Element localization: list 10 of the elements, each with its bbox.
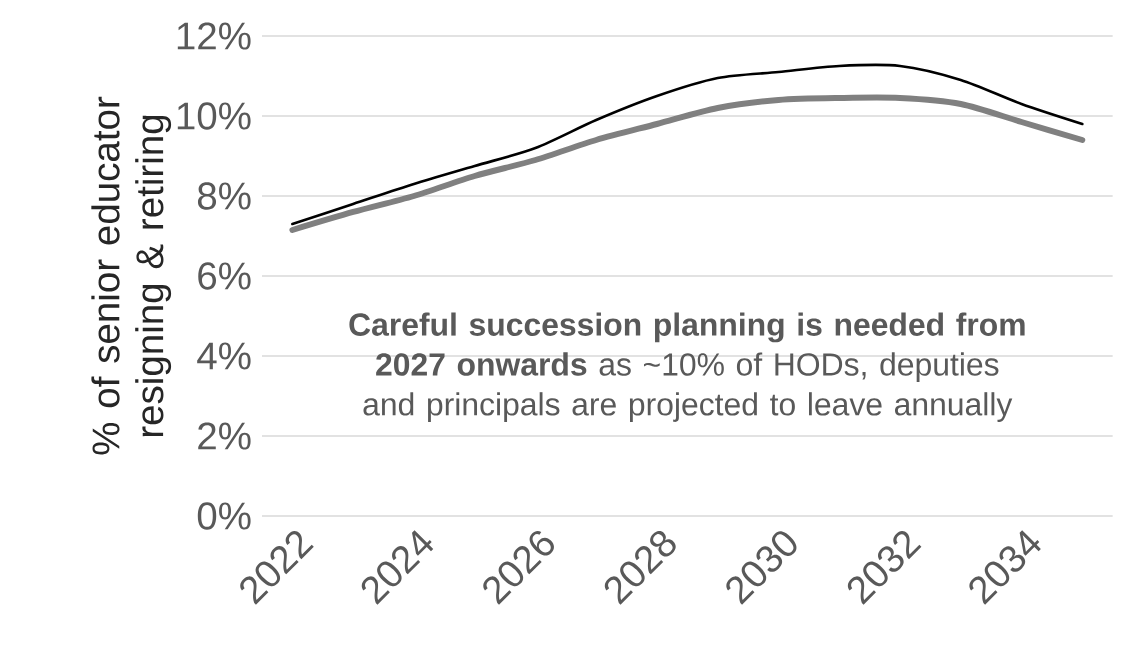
line-series <box>291 63 1084 226</box>
y-tick-label: 2% <box>198 422 251 450</box>
y-axis-title: % of senior educator resigning & retiring <box>91 96 172 455</box>
y-tick-label: 0% <box>197 502 251 530</box>
y-tick-label: 10% <box>177 102 251 130</box>
y-tick-label: 6% <box>198 262 251 290</box>
y-tick-label: 12% <box>177 22 251 50</box>
y-tick-label: 4% <box>197 342 251 370</box>
y-tick-label: 8% <box>197 182 251 210</box>
annotation: Careful succession planning is needed from 2027 onwards as ~10% of HODs, deputies and principals are projected to leave annually <box>349 312 1025 422</box>
